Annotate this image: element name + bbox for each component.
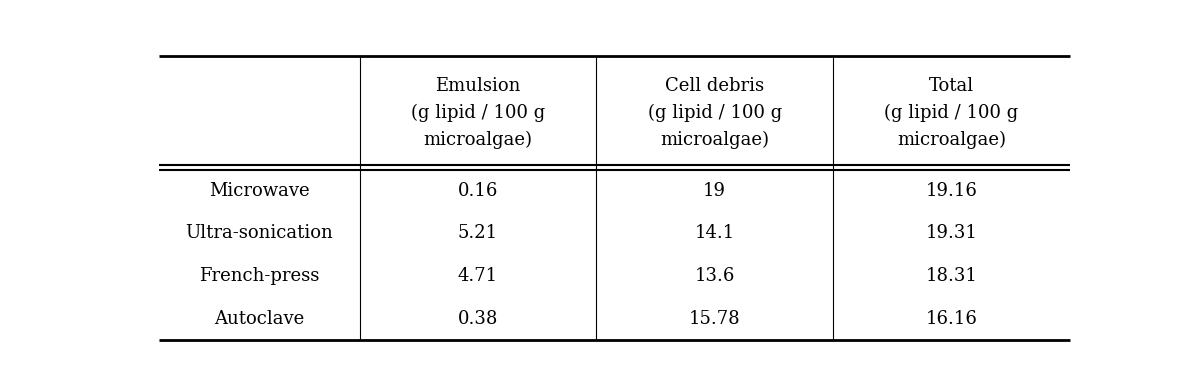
Text: 19: 19 — [703, 182, 727, 200]
Text: Ultra-sonication: Ultra-sonication — [186, 225, 333, 242]
Text: 14.1: 14.1 — [694, 225, 735, 242]
Text: French-press: French-press — [199, 267, 319, 285]
Text: 16.16: 16.16 — [926, 310, 977, 328]
Text: 19.16: 19.16 — [926, 182, 977, 200]
Text: Microwave: Microwave — [209, 182, 309, 200]
Text: Total
(g lipid / 100 g
microalgae): Total (g lipid / 100 g microalgae) — [885, 77, 1018, 149]
Text: 18.31: 18.31 — [926, 267, 977, 285]
Text: Cell debris
(g lipid / 100 g
microalgae): Cell debris (g lipid / 100 g microalgae) — [647, 77, 782, 149]
Text: 0.16: 0.16 — [458, 182, 498, 200]
Text: 4.71: 4.71 — [458, 267, 498, 285]
Text: 19.31: 19.31 — [926, 225, 977, 242]
Text: 13.6: 13.6 — [694, 267, 735, 285]
Text: Emulsion
(g lipid / 100 g
microalgae): Emulsion (g lipid / 100 g microalgae) — [411, 77, 546, 149]
Text: 0.38: 0.38 — [458, 310, 498, 328]
Text: 5.21: 5.21 — [458, 225, 498, 242]
Text: 15.78: 15.78 — [689, 310, 741, 328]
Text: Autoclave: Autoclave — [215, 310, 305, 328]
